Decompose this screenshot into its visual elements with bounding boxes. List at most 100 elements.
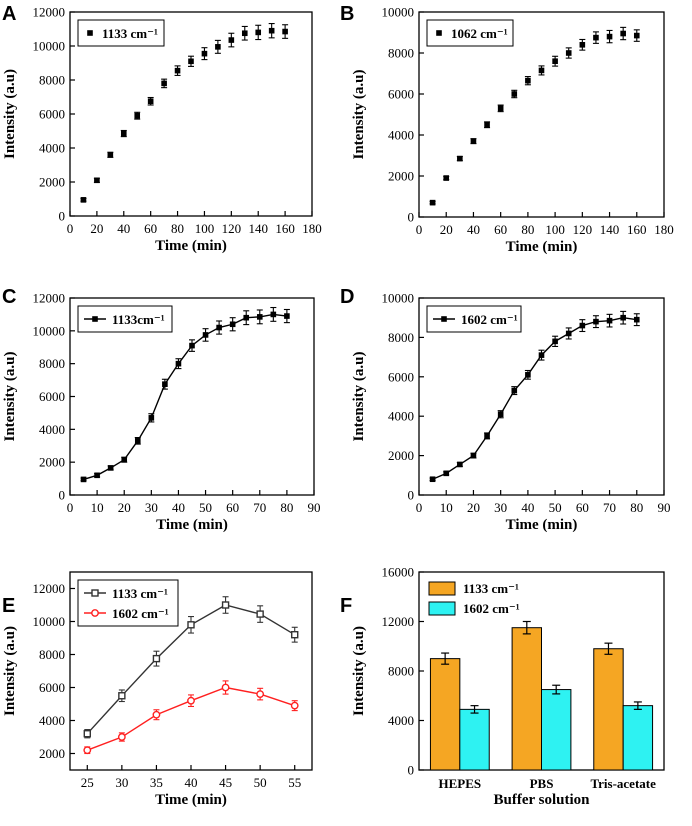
- series-line: [83, 313, 287, 481]
- x-tick-label: 80: [280, 500, 293, 515]
- y-tick-label: 0: [408, 763, 415, 778]
- series: [83, 596, 299, 739]
- series: [80, 306, 290, 483]
- panel-letter: B: [340, 3, 354, 25]
- y-tick-label: 0: [59, 488, 66, 503]
- x-tick-label: 90: [658, 500, 671, 515]
- legend-marker: [441, 316, 447, 322]
- panel-c: C 0 2000 4000 6000 8000 10000 12000 Intensity (a…: [2, 286, 321, 533]
- plot-frame: [418, 297, 665, 496]
- data-point: [147, 98, 154, 105]
- data-point: [216, 324, 222, 331]
- data-point: [83, 746, 92, 755]
- plot-frame: [418, 11, 665, 218]
- panel-a: A 0 2000 4000 6000 8000 10000 12000 Intensity (a…: [2, 3, 322, 254]
- y-axis-label: Intensity (a.u): [2, 69, 18, 159]
- y-tick-label: 10000: [33, 614, 66, 629]
- y-tick-label: 10000: [33, 323, 66, 338]
- x-axis-label: Time (min): [155, 238, 227, 254]
- y-tick-label: 8000: [39, 647, 65, 662]
- data-point: [633, 316, 640, 323]
- bar: [459, 708, 490, 771]
- y-tick-label: 2000: [39, 455, 65, 470]
- x-tick-label: 0: [416, 222, 423, 237]
- x-tick-label: 10: [440, 500, 453, 515]
- data-point: [107, 152, 114, 158]
- y-tick-label: 12000: [33, 291, 66, 306]
- series-line: [432, 316, 637, 480]
- data-point: [134, 438, 141, 444]
- y-tick-label: 4000: [388, 128, 414, 143]
- legend-label: 1062 cm⁻¹: [451, 26, 508, 41]
- panel-letter: A: [2, 3, 16, 25]
- panel-b: B 0 2000 4000 6000 8000 10000 Intensity (a.u) 0 2…: [340, 3, 674, 255]
- panel-d: D 0 2000 4000 6000 8000 10000 Intensity (a.u) 0 1…: [340, 286, 671, 533]
- panel-letter: D: [340, 286, 354, 308]
- y-tick-label: 12000: [33, 5, 66, 20]
- data-point: [565, 330, 572, 337]
- data-point: [161, 80, 167, 87]
- data-point: [291, 631, 299, 639]
- panel-f: F 0 4000 8000 12000 16000 Intensity (a.u) HEPES…: [340, 565, 665, 808]
- data-point: [215, 44, 221, 50]
- data-point: [174, 67, 181, 74]
- data-point: [579, 42, 586, 48]
- x-tick-label: 60: [144, 221, 157, 236]
- x-tick-label: 20: [467, 500, 480, 515]
- y-tick-label: 6000: [388, 369, 414, 384]
- data-point: [290, 701, 299, 710]
- y-tick-label: 0: [408, 488, 415, 503]
- y-tick-label: 2000: [39, 746, 65, 761]
- y-axis-label: Intensity (a.u): [2, 626, 18, 716]
- data-point: [443, 175, 450, 181]
- x-tick-label: 160: [275, 221, 295, 236]
- x-tick-label: 70: [603, 500, 616, 515]
- x-tick-label: 140: [600, 222, 620, 237]
- data-point: [538, 67, 545, 74]
- x-axis-label: Time (min): [506, 239, 578, 255]
- y-tick-label: 10000: [382, 5, 415, 20]
- data-point: [256, 314, 263, 320]
- y-axis-label: Intensity (a.u): [351, 626, 367, 716]
- data-point: [187, 621, 195, 629]
- data-point: [633, 32, 640, 39]
- legend-marker: [87, 30, 93, 36]
- data-point: [484, 433, 490, 439]
- data-point: [552, 338, 558, 345]
- x-tick-label: 0: [67, 221, 74, 236]
- x-tick-label: 60: [576, 500, 589, 515]
- data-point: [229, 321, 236, 328]
- panel-letter: F: [340, 595, 352, 617]
- x-tick-label: 40: [521, 500, 534, 515]
- y-tick-label: 0: [408, 210, 415, 225]
- data-point: [80, 197, 87, 203]
- data-point: [470, 452, 477, 459]
- data-point: [221, 683, 230, 692]
- bar: [541, 689, 572, 771]
- data-point: [606, 317, 613, 324]
- legend-swatch: [428, 581, 456, 596]
- data-point: [221, 601, 230, 609]
- data-point: [620, 30, 626, 37]
- x-tick-label: 20: [440, 222, 453, 237]
- legend-box: [77, 579, 179, 627]
- data-point: [538, 352, 545, 358]
- data-point: [228, 37, 235, 43]
- x-tick-label: 40: [185, 775, 198, 790]
- data-point: [152, 710, 161, 719]
- data-point: [188, 58, 194, 65]
- x-tick-label: 40: [172, 500, 185, 515]
- data-point: [187, 696, 195, 705]
- y-tick-label: 2000: [39, 175, 65, 190]
- data-point: [443, 470, 450, 477]
- data-point: [484, 121, 490, 128]
- bar: [593, 648, 624, 771]
- data-point: [497, 105, 504, 112]
- legend-swatch: [428, 601, 456, 616]
- x-tick-label: 90: [308, 500, 321, 515]
- x-axis-label: Time (min): [155, 792, 227, 808]
- bar: [622, 705, 654, 771]
- y-tick-label: 10000: [382, 291, 415, 306]
- data-point: [148, 415, 155, 421]
